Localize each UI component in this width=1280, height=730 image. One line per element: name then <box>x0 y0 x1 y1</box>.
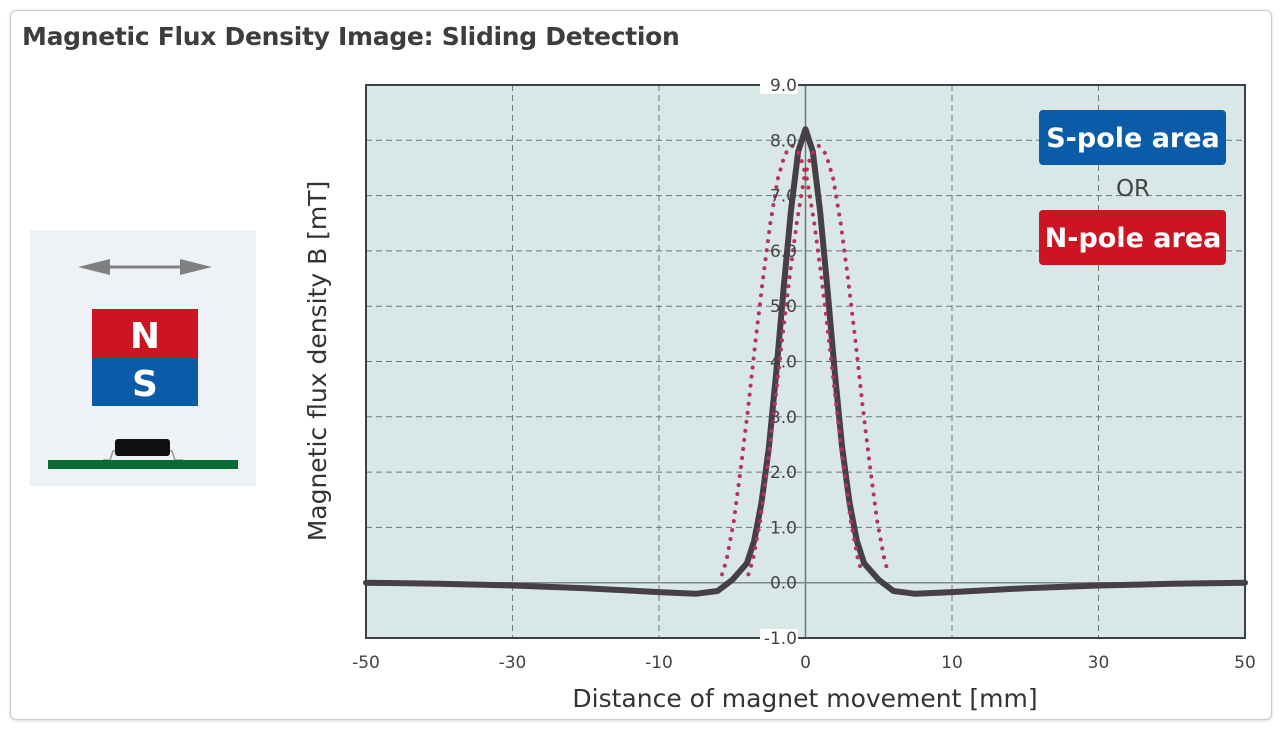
magnet-north <box>92 309 198 358</box>
y-tick-label: 1.0 <box>770 518 797 538</box>
x-tick-label: 30 <box>1088 653 1110 673</box>
tick-label-background <box>760 629 798 647</box>
x-tick-label: -50 <box>352 653 380 673</box>
y-tick-label: 0.0 <box>770 574 797 594</box>
x-tick-label: -10 <box>645 653 673 673</box>
legend-s-pole: S-pole area <box>1046 123 1220 154</box>
x-tick-label: 10 <box>941 653 963 673</box>
south-label: S <box>132 364 158 405</box>
legend-or: OR <box>1116 176 1150 202</box>
series-range-right <box>746 143 891 577</box>
magnet-south <box>92 358 198 406</box>
plot-area: 9.0 8.0 7.0 6.0 5.0 4.0 3.0 2.0 1.0 0.0 -1.0 -50 -3… <box>352 76 1256 673</box>
legend-n-pole: N-pole area <box>1045 223 1222 254</box>
plot-frame <box>365 84 1246 639</box>
series-range-left <box>720 143 865 577</box>
y-tick-label: 8.0 <box>770 131 797 151</box>
north-label: N <box>130 316 160 357</box>
legend-n-pole-box <box>1039 210 1226 265</box>
y-tick-label: 2.0 <box>770 463 797 483</box>
y-tick-label: 7.0 <box>770 187 797 207</box>
x-axis-title: Distance of magnet movement [mm] <box>572 684 1037 713</box>
chart-card <box>10 10 1272 720</box>
series-measured <box>363 126 1248 597</box>
pcb-board <box>48 460 238 469</box>
y-tick-label: 6.0 <box>770 242 797 262</box>
y-tick-label: -1.0 <box>764 629 797 649</box>
y-tick-label: 5.0 <box>770 297 797 317</box>
y-tick-label: 3.0 <box>770 408 797 428</box>
bidirectional-arrow-icon <box>78 259 212 275</box>
legend: S-pole area OR N-pole area <box>1039 110 1226 265</box>
x-tick-label: -30 <box>499 653 527 673</box>
magnet-illustration: N S <box>30 230 256 486</box>
page-title: Magnetic Flux Density Image: Sliding Det… <box>22 22 680 51</box>
x-tick-label: 0 <box>800 653 811 673</box>
x-tick-label: 50 <box>1234 653 1256 673</box>
y-tick-label: 9.0 <box>770 76 797 96</box>
y-tick-label: 4.0 <box>770 353 797 373</box>
legend-s-pole-box <box>1039 110 1226 165</box>
tick-label-background <box>760 76 798 94</box>
y-axis-title: Magnetic flux density B [mT] <box>303 181 332 542</box>
